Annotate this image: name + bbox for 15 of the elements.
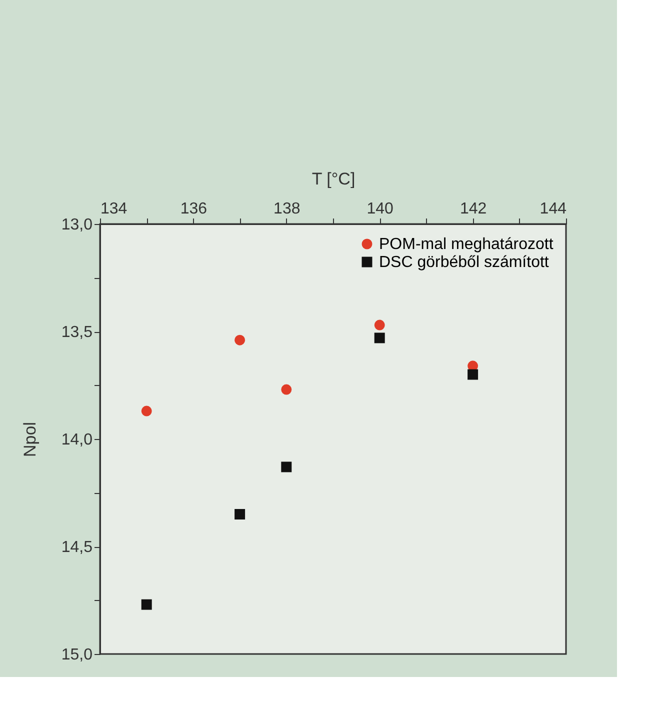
x-tick-label: 136 [180,200,208,218]
x-axis-title: T [°C] [312,170,356,188]
y-tick-label: 13,5 [61,324,93,341]
x-tick-label: 134 [100,200,128,218]
x-tick-label: 142 [460,200,487,218]
legend-label: POM-mal meghatározott [379,236,554,253]
x-tick-label: 144 [540,200,567,218]
y-tick-label: 14,5 [61,539,93,556]
y-tick-label: 13,0 [61,216,93,234]
x-tick-label: 140 [366,200,394,218]
legend-label: DSC görbéből számított [379,254,550,271]
y-tick-label: 14,0 [61,432,93,448]
x-tick-label: 138 [274,200,300,218]
y-tick-label: 15,0 [61,646,93,664]
y-axis-title: Npol [20,422,40,457]
